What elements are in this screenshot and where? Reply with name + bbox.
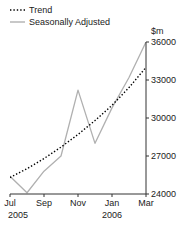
x-tick bbox=[146, 194, 147, 197]
x-tick-label: Nov bbox=[70, 198, 87, 208]
x-tick bbox=[78, 194, 79, 197]
x-tick bbox=[10, 194, 11, 197]
plot-area bbox=[10, 42, 146, 193]
y-axis-label: $m bbox=[151, 26, 164, 36]
x-tick-label: Mar bbox=[138, 198, 154, 208]
legend-label: Seasonally Adjusted bbox=[29, 17, 110, 27]
y-tick bbox=[146, 156, 149, 157]
y-tick-label: 27000 bbox=[151, 151, 176, 161]
y-tick-label: 36000 bbox=[151, 37, 176, 47]
y-tick-label: 30000 bbox=[151, 113, 176, 123]
legend-swatch bbox=[10, 21, 25, 22]
x-tick-label: Sep bbox=[36, 198, 52, 208]
y-tick bbox=[146, 80, 149, 81]
x-tick bbox=[44, 194, 45, 197]
y-tick bbox=[146, 42, 149, 43]
y-tick-label: 24000 bbox=[151, 189, 176, 199]
x-tick bbox=[112, 194, 113, 197]
legend-swatch bbox=[10, 9, 25, 10]
x-tick-label: Jan bbox=[105, 198, 120, 208]
x-tick-label: Jul bbox=[4, 198, 16, 208]
annotation: 2005 bbox=[8, 210, 28, 220]
y-tick-label: 33000 bbox=[151, 75, 176, 85]
line-series bbox=[10, 67, 146, 177]
chart: 24000 27000 30000 33000 36000$m Jul Sep Nov Jan M… bbox=[0, 0, 181, 231]
annotation: 2006 bbox=[102, 210, 122, 220]
legend-label: Trend bbox=[29, 5, 52, 15]
y-tick bbox=[146, 118, 149, 119]
line-series bbox=[10, 42, 146, 193]
